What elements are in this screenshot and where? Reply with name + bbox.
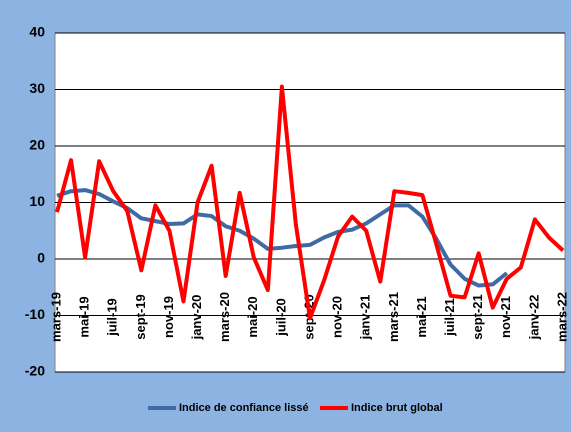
legend-label: Indice brut global [351, 402, 443, 414]
y-tick-label: -20 [25, 363, 45, 379]
legend-label: Indice de confiance lissé [179, 402, 309, 414]
x-tick-label: janv-21 [358, 295, 373, 341]
x-tick-label: mai-21 [414, 296, 429, 337]
x-tick-label: janv-22 [526, 295, 541, 341]
y-tick-label: -10 [25, 306, 45, 322]
x-tick-label: mars-20 [217, 292, 232, 342]
x-tick-label: mai-19 [77, 296, 92, 337]
x-tick-label: nov-21 [498, 296, 513, 338]
x-tick-label: sept-19 [133, 294, 148, 340]
x-tick-label: sept-21 [470, 294, 485, 340]
y-tick-label: 30 [29, 80, 45, 96]
y-tick-label: 20 [29, 137, 45, 153]
x-tick-label: nov-19 [161, 296, 176, 338]
y-tick-label: 40 [29, 24, 45, 40]
series-line [55, 84, 565, 321]
x-tick-label: mars-19 [48, 292, 63, 342]
y-tick-label: 0 [37, 250, 45, 266]
x-tick-label: juil-19 [105, 298, 120, 337]
x-tick-label: mars-22 [554, 292, 569, 342]
y-tick-label: 10 [29, 193, 45, 209]
x-tick-label: mai-20 [245, 296, 260, 337]
x-tick-label: mars-21 [386, 292, 401, 342]
x-tick-label: janv-20 [189, 295, 204, 341]
x-tick-label: juil-21 [442, 298, 457, 337]
x-tick-label: nov-20 [330, 296, 345, 338]
x-tick-label: juil-20 [273, 298, 288, 337]
